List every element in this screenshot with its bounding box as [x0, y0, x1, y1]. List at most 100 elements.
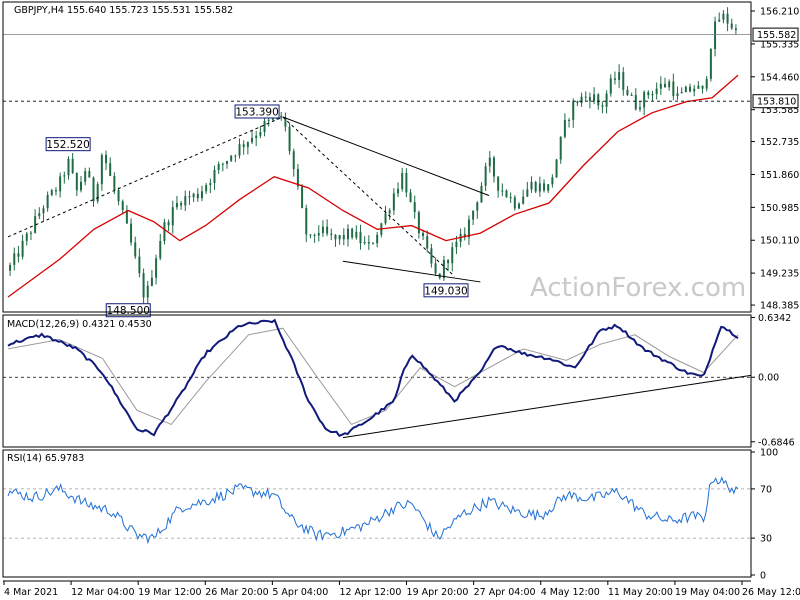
- candle: [288, 123, 291, 155]
- candle-body: [518, 203, 520, 209]
- support-level-badge: 153.810: [752, 94, 799, 109]
- candle: [17, 245, 20, 263]
- candle: [672, 73, 675, 101]
- candle-body: [664, 83, 666, 88]
- x-tick-label: 4 Mar 2021: [4, 587, 58, 598]
- candle: [321, 220, 324, 237]
- candle: [476, 201, 479, 219]
- candle-body: [572, 101, 575, 120]
- candle-body: [75, 173, 78, 191]
- candle-body: [568, 119, 571, 121]
- candle-body: [451, 247, 454, 264]
- candle: [242, 140, 245, 155]
- candle-body: [251, 137, 254, 143]
- candle: [697, 81, 700, 89]
- candle-body: [234, 155, 237, 157]
- price-annotation: 148.500: [105, 303, 151, 318]
- candle: [171, 200, 174, 234]
- macd-panel-label: MACD(12,26,9) 0.4321 0.4530: [7, 319, 152, 330]
- candle: [13, 247, 16, 271]
- candle: [150, 269, 153, 287]
- x-tick-label: 26 Mar 20:00: [205, 587, 268, 598]
- candle: [42, 205, 45, 221]
- candle: [384, 205, 387, 225]
- candle-body: [267, 119, 270, 121]
- candle-body: [413, 202, 416, 213]
- candle-body: [709, 49, 712, 79]
- candle: [618, 64, 621, 88]
- candle: [346, 224, 349, 247]
- candle: [630, 92, 633, 96]
- candle-body: [80, 181, 82, 191]
- candle: [330, 228, 333, 241]
- candle: [409, 188, 412, 203]
- annotation-label: 149.030: [424, 285, 467, 297]
- candle: [301, 184, 304, 209]
- candle: [234, 154, 237, 163]
- candle-body: [559, 136, 562, 160]
- x-tick-label: 11 May 20:00: [608, 587, 673, 598]
- candle: [447, 259, 450, 272]
- candle-body: [730, 23, 733, 29]
- candle: [580, 92, 583, 107]
- candle-body: [622, 72, 625, 90]
- candle-body: [668, 81, 671, 88]
- candle-body: [54, 190, 57, 192]
- candle: [121, 199, 124, 215]
- candle-body: [138, 256, 141, 274]
- candle: [38, 207, 41, 220]
- candle-body: [25, 233, 28, 241]
- candle-body: [634, 95, 637, 110]
- candle: [609, 74, 612, 97]
- macd-signal-line: [7, 327, 739, 426]
- panel-frame: [2, 449, 752, 578]
- x-tick-label: 5 Apr 04:00: [272, 587, 328, 598]
- trend-line: [7, 116, 284, 238]
- candle-body: [689, 86, 692, 92]
- candle: [497, 176, 500, 198]
- candle: [526, 181, 529, 198]
- candle-body: [351, 228, 354, 238]
- candle-body: [121, 201, 124, 211]
- candle-body: [714, 21, 717, 50]
- candle: [209, 178, 212, 194]
- rsi-panel: [3, 476, 751, 545]
- candle: [284, 112, 287, 132]
- x-tick-label: 26 May 12:00: [742, 587, 800, 598]
- candle: [367, 235, 370, 250]
- candle-body: [188, 196, 191, 198]
- y-tick-label: 70: [760, 484, 772, 495]
- candle-body: [476, 202, 479, 211]
- candle-body: [330, 233, 333, 235]
- candle-body: [34, 216, 37, 233]
- candle-body: [259, 131, 262, 136]
- candle-body: [309, 234, 312, 236]
- candle-body: [630, 94, 633, 96]
- candle: [659, 76, 662, 95]
- candle: [638, 101, 641, 112]
- candle-body: [555, 159, 558, 178]
- candle: [342, 228, 345, 246]
- candle-body: [543, 183, 546, 191]
- candle: [280, 112, 283, 121]
- candle-body: [109, 163, 112, 176]
- candle: [605, 90, 608, 114]
- candle-body: [405, 173, 408, 193]
- badge-box: [752, 94, 799, 109]
- candle-body: [96, 184, 99, 202]
- candle: [246, 141, 249, 155]
- candle-body: [538, 183, 541, 192]
- candle-body: [200, 191, 203, 199]
- y-tick-label: 151.860: [760, 170, 799, 181]
- candle-body: [480, 185, 483, 203]
- candle-body: [150, 277, 153, 286]
- candle-body: [29, 232, 32, 234]
- candle: [714, 16, 717, 57]
- candle: [125, 205, 128, 224]
- candle: [175, 195, 178, 210]
- panel-frame: [2, 314, 752, 448]
- annotation-box: [45, 137, 91, 152]
- annotation-box: [105, 303, 151, 318]
- chart-title: GBPJPY,H4 155.640 155.723 155.531 155.58…: [14, 5, 233, 16]
